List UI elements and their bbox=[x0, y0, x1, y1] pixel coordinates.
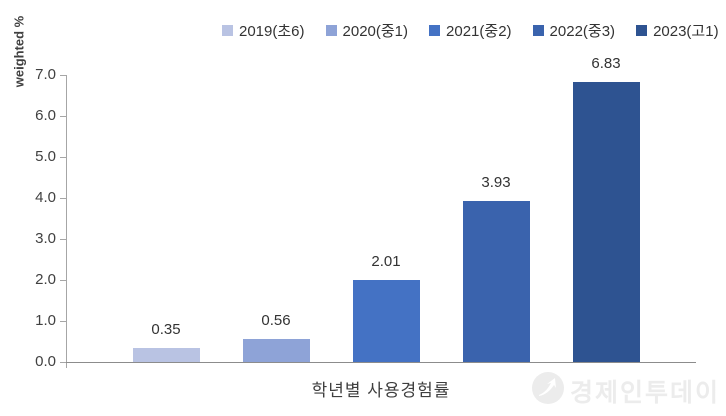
x-axis-line bbox=[60, 362, 696, 363]
y-tick-label: 1.0 bbox=[35, 312, 56, 329]
y-tick-label: 2.0 bbox=[35, 271, 56, 288]
y-tick-mark bbox=[60, 157, 66, 158]
y-tick-label: 6.0 bbox=[35, 107, 56, 124]
y-axis-line bbox=[66, 75, 67, 368]
bar bbox=[242, 339, 310, 362]
legend-item: 2021(중2) bbox=[429, 20, 512, 41]
y-axis-title: weighted % bbox=[11, 15, 27, 88]
y-tick-mark bbox=[60, 280, 66, 281]
legend-item: 2023(고1) bbox=[636, 20, 719, 41]
value-label: 6.83 bbox=[591, 55, 621, 72]
bar bbox=[352, 280, 420, 362]
legend-swatch bbox=[532, 25, 544, 36]
value-label: 0.35 bbox=[151, 321, 181, 338]
value-label: 0.56 bbox=[261, 312, 291, 329]
y-tick-mark bbox=[60, 362, 66, 363]
legend-swatch bbox=[325, 25, 337, 36]
y-tick-label: 0.0 bbox=[35, 353, 56, 370]
y-tick-mark bbox=[60, 239, 66, 240]
y-tick-label: 4.0 bbox=[35, 189, 56, 206]
y-tick-mark bbox=[60, 321, 66, 322]
x-axis-title: 학년별 사용경험률 bbox=[311, 381, 451, 400]
legend-label: 2022(중3) bbox=[549, 23, 616, 40]
legend-label: 2023(고1) bbox=[653, 23, 719, 40]
y-tick-label: 3.0 bbox=[35, 230, 56, 247]
legend-label: 2020(중1) bbox=[342, 23, 409, 40]
legend-item: 2020(중1) bbox=[325, 20, 409, 41]
y-tick-mark bbox=[60, 116, 66, 117]
value-label: 3.93 bbox=[481, 174, 511, 191]
bar bbox=[572, 82, 640, 362]
bar bbox=[132, 348, 200, 362]
legend-swatch bbox=[222, 25, 233, 36]
legend-swatch bbox=[636, 25, 648, 36]
bar bbox=[462, 201, 530, 362]
y-tick-mark bbox=[60, 75, 66, 76]
y-tick-label: 5.0 bbox=[35, 148, 56, 165]
y-tick-label: 7.0 bbox=[35, 66, 56, 83]
value-label: 2.01 bbox=[371, 253, 401, 270]
y-tick-mark bbox=[60, 198, 66, 199]
legend: 2019(초6) 2020(중1) 2021(중2) 2022(중3) 2023(고1) bbox=[222, 20, 719, 41]
legend-item: 2022(중3) bbox=[532, 20, 616, 41]
legend-label: 2019(초6) bbox=[239, 23, 305, 40]
legend-label: 2021(중2) bbox=[446, 23, 512, 40]
legend-item: 2019(초6) bbox=[222, 20, 305, 41]
legend-swatch bbox=[429, 25, 441, 36]
